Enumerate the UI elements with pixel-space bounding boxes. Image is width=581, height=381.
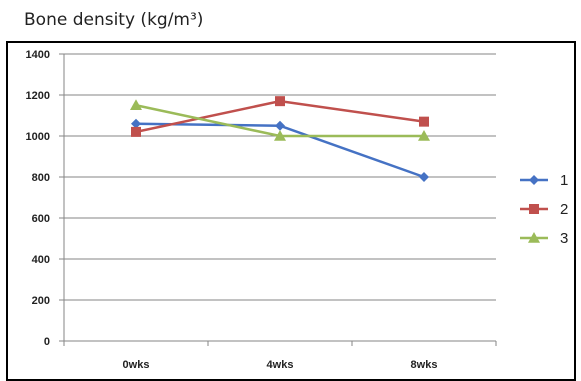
legend-label: 3 [560, 230, 568, 247]
legend-marker [528, 232, 540, 243]
legend-label: 2 [560, 201, 568, 218]
data-point [131, 126, 141, 137]
chart-title: Bone density (kg/m³) [24, 10, 204, 30]
y-tick-label: 1200 [26, 90, 50, 102]
x-tick-label: 0wks [123, 359, 150, 371]
data-point [418, 130, 430, 141]
x-tick-label: 8wks [411, 359, 438, 371]
data-point [131, 118, 141, 129]
legend-marker [529, 204, 539, 214]
line-chart: 0 200 400 600 800 1000 1200 1400 0wks 4wks 8wks 1 2 3 [26, 49, 569, 371]
data-point [274, 130, 286, 141]
data-point [130, 99, 142, 111]
legend-label: 1 [560, 172, 568, 189]
y-tick-label: 0 [44, 336, 50, 348]
y-tick-label: 400 [32, 254, 50, 266]
y-tick-label: 600 [32, 213, 50, 225]
data-point [419, 116, 429, 127]
data-point [275, 120, 285, 131]
data-point [419, 172, 429, 182]
y-tick-label: 1400 [26, 49, 50, 61]
y-tick-label: 1000 [26, 131, 50, 143]
chart-frame [6, 41, 576, 381]
legend-marker [529, 175, 539, 185]
data-point [275, 96, 285, 107]
y-tick-label: 800 [32, 172, 50, 184]
y-tick-label: 200 [32, 295, 50, 307]
x-tick-label: 4wks [267, 359, 294, 371]
